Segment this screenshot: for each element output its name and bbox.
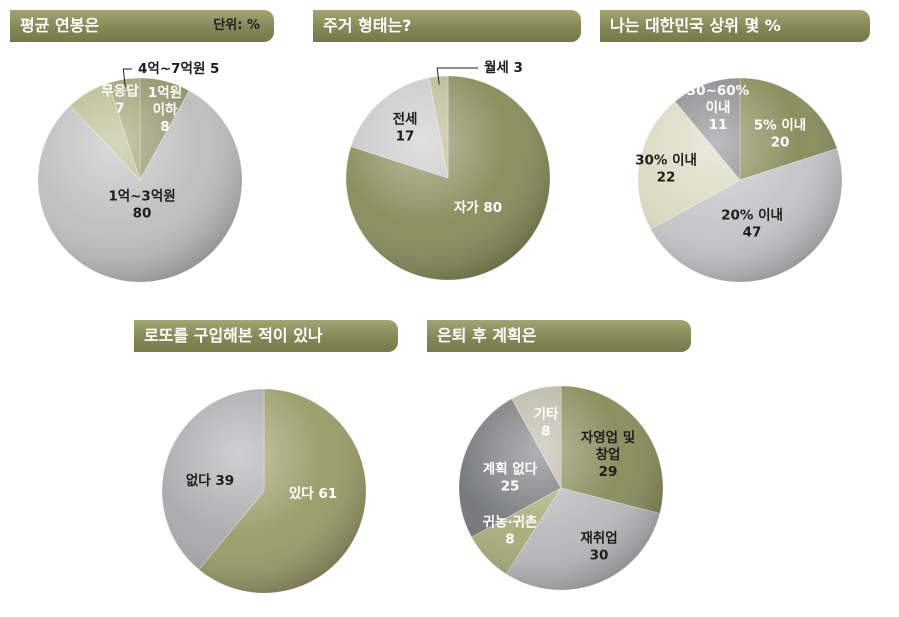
- header-housing: 주거 형태는?: [313, 10, 581, 42]
- header-lotto: 로또를 구입해본 적이 있나: [134, 320, 398, 352]
- label-lotto-0: 있다 61: [289, 486, 337, 502]
- callout-line-housing-2: [436, 67, 478, 85]
- header-retire: 은퇴 후 계획은: [427, 320, 691, 352]
- label-retire-1: 재취업 30: [580, 531, 617, 564]
- label-housing-2: 월세 3: [484, 59, 523, 76]
- label-retire-3: 계획 없다 25: [483, 461, 538, 495]
- title-lotto: 로또를 구입해본 적이 있나: [144, 326, 323, 345]
- label-salary-3: 4억~7억원 5: [138, 61, 219, 77]
- title-rank: 나는 대한민국 상위 몇 %: [610, 16, 781, 35]
- callout-line-salary-3: [122, 68, 132, 88]
- label-housing-1: 전세 17: [393, 111, 418, 145]
- label-rank-0: 5% 이내 20: [754, 117, 806, 151]
- unit-label: 단위: %: [213, 18, 260, 33]
- label-rank-1: 20% 이내 47: [721, 207, 783, 241]
- label-retire-4: 기타 8: [534, 407, 559, 440]
- label-rank-3: 30~60% 이내 11: [687, 83, 750, 133]
- label-salary-1: 1억~3억원 80: [108, 189, 175, 222]
- label-salary-2: 무응답 7: [101, 83, 139, 117]
- header-rank: 나는 대한민국 상위 몇 %: [600, 10, 870, 42]
- header-salary: 평균 연봉은 단위: %: [10, 10, 274, 42]
- pie-retire: 자영업 및 창업 29 재취업 30 귀농·귀촌 8 계획 없다 25 기타 8: [458, 385, 664, 591]
- label-retire-2: 귀농·귀촌 8: [483, 514, 538, 548]
- pie-rank: 5% 이내 20 20% 이내 47 30% 이내 22 30~60% 이내 11: [635, 77, 843, 283]
- label-rank-2: 30% 이내 22: [635, 152, 697, 186]
- pie-housing: 자가 80 전세 17 월세 3: [345, 59, 551, 281]
- title-housing: 주거 형태는?: [323, 16, 412, 35]
- label-retire-0: 자영업 및 창업 29: [581, 429, 635, 480]
- title-salary: 평균 연봉은: [20, 16, 100, 35]
- pie-lotto: 있다 61 없다 39: [161, 388, 367, 594]
- label-lotto-1: 없다 39: [186, 473, 234, 489]
- label-salary-0: 1억원 이하 8: [148, 85, 182, 135]
- pie-salary: 1억원 이하 8 1억~3억원 80 무응답 7 4억~7억원 5: [37, 61, 243, 283]
- label-housing-0: 자가 80: [454, 200, 502, 216]
- title-retire: 은퇴 후 계획은: [437, 326, 537, 345]
